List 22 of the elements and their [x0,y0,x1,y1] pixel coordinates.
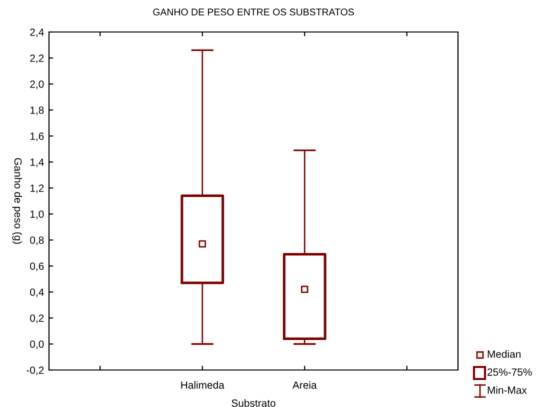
y-tick-label: 1,8 [30,106,44,116]
text: 25%-75% [488,368,532,376]
y-tick-label: 1,4 [30,158,44,168]
y-tick-label: 1,6 [30,132,44,142]
y-tick-label: 0,6 [30,262,44,272]
y-tick-label: 2,0 [30,80,44,90]
y-tick-label: 1,2 [30,184,44,194]
text: Min-Max [488,386,527,394]
chart-title: GANHO DE PESO ENTRE OS SUBSTRATOS [153,8,354,16]
y-tick-label: 2,4 [30,28,44,38]
y-tick-label: 0,4 [30,288,44,298]
y-tick-label: 1,0 [30,210,44,220]
x-axis-title: Substrato [232,399,276,407]
y-tick-label: 0,8 [30,236,44,246]
x-tick-label: Areia [292,381,317,389]
y-axis-title: Ganho de peso (g) [12,158,22,244]
y-tick-label: -0,2 [26,366,44,376]
y-tick-label: 0,0 [30,340,44,350]
y-tick-label: 2,2 [30,54,44,64]
x-tick-label: Halimeda [181,381,224,389]
y-tick-label: 0,2 [30,314,44,324]
text: Median [488,350,520,358]
